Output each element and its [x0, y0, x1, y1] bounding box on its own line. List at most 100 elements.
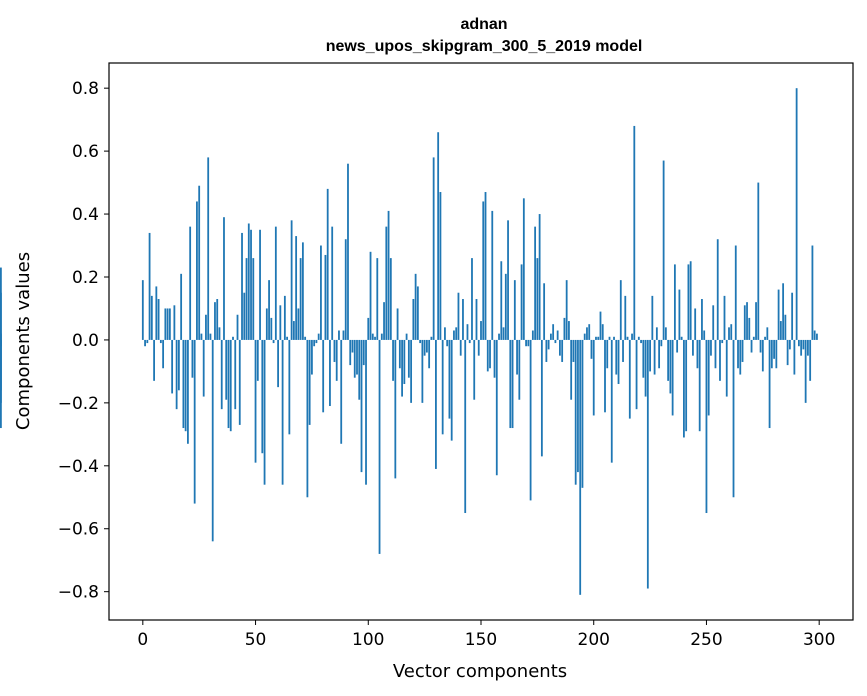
bar [725, 339, 728, 397]
bar [191, 339, 194, 378]
bar [563, 317, 566, 340]
bar [175, 339, 178, 410]
bar [187, 339, 189, 444]
bar [811, 245, 814, 340]
bar [324, 254, 327, 340]
bar [714, 339, 717, 369]
bar [559, 339, 561, 356]
bar [583, 333, 586, 340]
bar [565, 280, 568, 340]
bar [779, 321, 782, 340]
bar [644, 339, 647, 397]
bar [597, 336, 600, 340]
bar [673, 264, 676, 340]
bar [504, 273, 507, 340]
bar [144, 339, 146, 347]
bar [177, 339, 180, 391]
bar [741, 339, 744, 362]
bar [782, 283, 785, 340]
bar [572, 339, 575, 362]
bar [265, 308, 268, 340]
bar [245, 258, 248, 340]
bar [775, 339, 778, 369]
bar [664, 327, 667, 340]
bar [698, 339, 701, 432]
bar [604, 339, 606, 413]
bar [196, 201, 198, 340]
bar [320, 245, 322, 340]
bar [148, 232, 151, 340]
bar [809, 339, 812, 381]
bar [238, 339, 241, 425]
bar [685, 339, 688, 432]
bar [536, 258, 539, 340]
bar [761, 339, 764, 372]
bar [153, 339, 155, 381]
bar [574, 339, 577, 485]
bar [301, 242, 304, 340]
bar [428, 339, 431, 369]
bar [757, 182, 760, 340]
bar [317, 333, 320, 340]
bar [732, 339, 735, 498]
bar [162, 339, 165, 369]
bar [283, 295, 286, 340]
bar [315, 339, 318, 344]
bar [484, 192, 487, 340]
bar [218, 327, 221, 340]
bar [459, 339, 462, 356]
bar [184, 339, 187, 432]
bar [374, 336, 376, 340]
bar [642, 339, 645, 378]
bar [403, 339, 406, 384]
bar [807, 339, 809, 356]
bar [425, 339, 428, 353]
bar [193, 339, 196, 504]
bar [522, 198, 525, 340]
bar [486, 339, 489, 372]
bar [716, 239, 719, 340]
bar [378, 339, 381, 554]
bar [800, 339, 803, 356]
bar [164, 308, 167, 340]
bar [552, 324, 555, 340]
bar [777, 289, 780, 340]
bar [696, 339, 699, 369]
bar [243, 292, 246, 340]
bar [694, 308, 697, 340]
bar [286, 336, 289, 340]
bar [631, 333, 633, 340]
bar [383, 302, 385, 340]
bar [430, 336, 433, 340]
bar [414, 273, 417, 340]
chart-subtitle: news_upos_skipgram_300_5_2019 model [326, 38, 643, 55]
bar [692, 339, 694, 356]
bar [502, 327, 505, 340]
bar [651, 295, 654, 340]
bar [448, 339, 451, 419]
bar [349, 339, 352, 366]
bar [755, 302, 757, 340]
bar [660, 339, 663, 347]
bar [405, 333, 408, 340]
bar [173, 305, 176, 340]
bar [617, 339, 620, 384]
bar [525, 339, 527, 347]
x-axis-label: Vector components [393, 661, 567, 682]
bar [707, 339, 710, 416]
bar [220, 339, 223, 410]
bar [649, 339, 651, 372]
bar [748, 317, 751, 340]
bar [816, 333, 818, 340]
bar [182, 339, 185, 429]
bar [466, 324, 469, 340]
bar [146, 339, 149, 344]
bar [712, 305, 715, 340]
bar [788, 339, 791, 350]
x-axis-ticks: 0 50 100 150 200 250 300 [137, 620, 835, 650]
bar [608, 336, 611, 340]
bar [640, 339, 642, 344]
bar [770, 339, 773, 369]
x-tick-label: 200 [578, 630, 610, 650]
